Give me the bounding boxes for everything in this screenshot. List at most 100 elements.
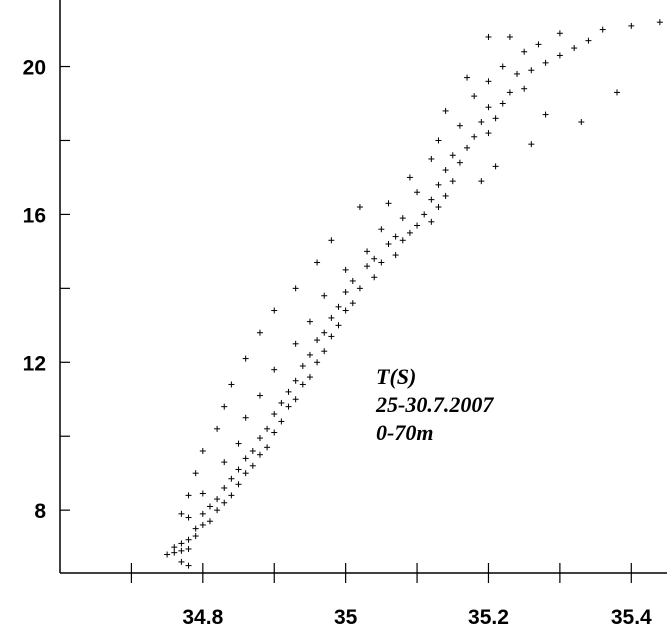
data-point xyxy=(578,118,585,125)
data-point xyxy=(385,240,392,247)
data-point xyxy=(278,399,285,406)
data-point xyxy=(292,285,299,292)
data-point xyxy=(442,192,449,199)
data-point xyxy=(192,533,199,540)
data-point xyxy=(342,307,349,314)
data-point xyxy=(456,159,463,166)
data-point xyxy=(264,444,271,451)
data-point xyxy=(335,303,342,310)
data-point xyxy=(464,144,471,151)
data-point xyxy=(485,104,492,111)
data-point xyxy=(256,329,263,336)
x-tick-label: 35.2 xyxy=(468,606,509,629)
data-point xyxy=(392,233,399,240)
data-point xyxy=(571,45,578,52)
data-point xyxy=(242,414,249,421)
x-tick-label: 35 xyxy=(334,606,358,629)
data-point xyxy=(306,351,313,358)
data-point xyxy=(542,59,549,66)
data-point xyxy=(399,237,406,244)
x-ticks: 34.8 35 35.2 35.4 xyxy=(130,563,652,629)
data-point xyxy=(221,484,228,491)
data-point xyxy=(306,374,313,381)
data-point xyxy=(406,174,413,181)
data-point xyxy=(414,189,421,196)
data-point xyxy=(349,300,356,307)
data-point xyxy=(178,540,185,547)
y-axis: 8 12 16 20 xyxy=(23,0,70,573)
data-point xyxy=(185,514,192,521)
data-point xyxy=(385,200,392,207)
data-point xyxy=(299,362,306,369)
data-point xyxy=(249,448,256,455)
data-point xyxy=(428,196,435,203)
data-point xyxy=(656,19,663,26)
data-point xyxy=(456,122,463,129)
data-point xyxy=(442,107,449,114)
y-tick-label: 12 xyxy=(23,352,46,375)
data-point xyxy=(242,355,249,362)
data-point xyxy=(364,263,371,270)
data-point xyxy=(414,222,421,229)
data-point xyxy=(485,33,492,40)
data-point xyxy=(221,459,228,466)
data-point xyxy=(235,440,242,447)
data-point xyxy=(228,381,235,388)
data-point xyxy=(528,67,535,74)
data-point xyxy=(178,510,185,517)
data-point xyxy=(535,41,542,48)
data-point xyxy=(328,333,335,340)
data-point xyxy=(499,100,506,107)
data-point xyxy=(256,435,263,442)
y-tick-label: 20 xyxy=(23,57,46,80)
data-point xyxy=(499,63,506,70)
data-point xyxy=(471,93,478,100)
data-point xyxy=(321,292,328,299)
data-point xyxy=(214,507,221,514)
data-point xyxy=(528,141,535,148)
data-point xyxy=(364,248,371,255)
data-point xyxy=(199,510,206,517)
data-point xyxy=(378,259,385,266)
data-point xyxy=(542,111,549,118)
data-point xyxy=(285,403,292,410)
data-point xyxy=(185,545,192,552)
data-point xyxy=(299,381,306,388)
data-point xyxy=(406,229,413,236)
data-point xyxy=(278,418,285,425)
data-point xyxy=(242,470,249,477)
x-axis: 34.8 35 35.2 35.4 xyxy=(60,563,667,629)
data-point xyxy=(285,388,292,395)
data-point xyxy=(249,462,256,469)
data-point xyxy=(485,78,492,85)
data-point xyxy=(492,115,499,122)
data-point xyxy=(185,536,192,543)
data-point xyxy=(449,152,456,159)
data-point xyxy=(321,329,328,336)
data-point xyxy=(556,30,563,37)
data-point xyxy=(314,337,321,344)
data-point xyxy=(314,259,321,266)
data-point xyxy=(206,503,213,510)
data-point xyxy=(192,470,199,477)
data-point xyxy=(235,466,242,473)
data-point xyxy=(485,130,492,137)
data-point xyxy=(199,521,206,528)
data-point xyxy=(435,181,442,188)
data-point xyxy=(628,22,635,29)
data-point xyxy=(521,48,528,55)
data-point xyxy=(185,562,192,569)
data-point xyxy=(271,366,278,373)
annotation: T(S) 25-30.7.2007 0-70m xyxy=(375,364,494,445)
data-point xyxy=(428,155,435,162)
data-point xyxy=(478,178,485,185)
data-points xyxy=(164,19,663,569)
data-point xyxy=(192,525,199,532)
data-point xyxy=(271,429,278,436)
data-point xyxy=(464,74,471,81)
data-point xyxy=(506,33,513,40)
data-point xyxy=(221,499,228,506)
data-point xyxy=(514,70,521,77)
data-point xyxy=(199,448,206,455)
data-point xyxy=(449,178,456,185)
